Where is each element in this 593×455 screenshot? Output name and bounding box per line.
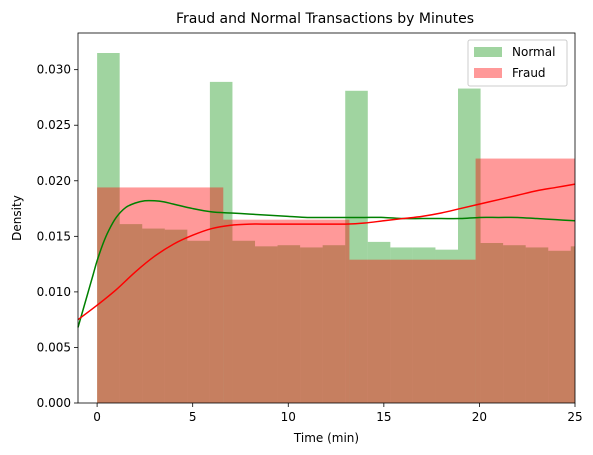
normal-bar-0 xyxy=(97,53,120,403)
normal-bar-18 xyxy=(503,245,526,403)
normal-bar-13 xyxy=(390,247,413,403)
normal-bar-16 xyxy=(458,88,481,404)
normal-bar-19 xyxy=(525,247,549,403)
y-tick-label-1: 0.005 xyxy=(37,340,71,354)
normal-kde-line xyxy=(77,199,576,328)
normal-bar-8 xyxy=(277,245,301,403)
normal-bar-9 xyxy=(300,247,323,403)
x-tick-label-4: 20 xyxy=(472,410,487,424)
legend-label-fraud: Fraud xyxy=(512,66,546,80)
y-tick-label-3: 0.015 xyxy=(37,229,71,243)
x-axis-ticks: 0 5 10 15 20 25 xyxy=(93,403,583,424)
y-tick-label-6: 0.030 xyxy=(37,63,71,77)
y-tick-label-2: 0.010 xyxy=(37,285,71,299)
fraud-bar-2 xyxy=(349,259,476,403)
legend-swatch-normal xyxy=(474,47,502,57)
plot-frame xyxy=(77,32,576,404)
normal-bar-17 xyxy=(480,243,504,403)
normal-bar-14 xyxy=(412,247,436,403)
normal-bar-15 xyxy=(435,249,459,403)
normal-bar-6 xyxy=(232,240,256,403)
y-axis-ticks: 0.000 0.005 0.010 0.015 0.020 0.025 0.030 xyxy=(37,63,78,410)
fraud-bar-0 xyxy=(97,187,224,403)
chart-title: Fraud and Normal Transactions by Minutes xyxy=(176,11,474,27)
fraud-histogram xyxy=(97,158,575,403)
fraud-kde-line xyxy=(77,183,576,321)
normal-bar-10 xyxy=(322,245,346,403)
plot-area xyxy=(77,53,576,404)
y-tick-label-5: 0.025 xyxy=(37,118,71,132)
legend-box xyxy=(467,39,568,87)
y-axis-title: Density xyxy=(10,195,24,241)
normal-bar-12 xyxy=(367,241,391,403)
normal-bar-4 xyxy=(187,240,210,403)
normal-histogram xyxy=(97,53,575,404)
normal-bar-3 xyxy=(164,229,188,403)
normal-bar-5 xyxy=(209,81,233,403)
x-tick-label-5: 25 xyxy=(567,410,582,424)
normal-bar-7 xyxy=(255,246,278,403)
x-tick-label-1: 5 xyxy=(189,410,197,424)
normal-bar-11 xyxy=(345,90,368,404)
x-tick-label-0: 0 xyxy=(93,410,101,424)
fraud-bar-3 xyxy=(475,158,575,403)
x-tick-label-3: 15 xyxy=(376,410,391,424)
normal-bar-21 xyxy=(570,246,575,403)
y-tick-label-4: 0.020 xyxy=(37,174,71,188)
normal-bar-1 xyxy=(119,224,143,403)
legend-swatch-fraud xyxy=(474,68,502,78)
x-axis-title: Time (min) xyxy=(293,431,359,445)
legend: Normal Fraud xyxy=(467,39,568,87)
normal-bar-2 xyxy=(142,228,165,403)
x-tick-label-2: 10 xyxy=(281,410,296,424)
fraud-bar-1 xyxy=(223,219,350,403)
y-tick-label-0: 0.000 xyxy=(37,396,71,410)
legend-label-normal: Normal xyxy=(512,45,555,59)
normal-bar-20 xyxy=(548,250,571,403)
